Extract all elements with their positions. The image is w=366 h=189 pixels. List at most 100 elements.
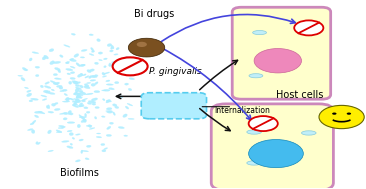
Ellipse shape	[45, 82, 49, 84]
Ellipse shape	[107, 108, 112, 110]
Ellipse shape	[59, 86, 63, 89]
Ellipse shape	[70, 77, 75, 79]
Ellipse shape	[126, 56, 130, 59]
Ellipse shape	[90, 80, 96, 81]
Ellipse shape	[86, 111, 90, 113]
Ellipse shape	[32, 52, 39, 54]
FancyBboxPatch shape	[141, 93, 206, 119]
Ellipse shape	[102, 76, 107, 77]
Ellipse shape	[104, 58, 107, 60]
Circle shape	[254, 49, 302, 73]
Ellipse shape	[95, 82, 98, 84]
Text: Internalization: Internalization	[214, 106, 270, 115]
Ellipse shape	[44, 90, 48, 93]
Ellipse shape	[74, 92, 77, 94]
Ellipse shape	[48, 150, 53, 152]
Ellipse shape	[79, 105, 84, 107]
Ellipse shape	[82, 98, 87, 101]
Ellipse shape	[77, 124, 81, 128]
Ellipse shape	[75, 87, 82, 90]
Ellipse shape	[40, 85, 44, 88]
Ellipse shape	[79, 115, 83, 118]
Ellipse shape	[74, 103, 76, 105]
Ellipse shape	[67, 130, 72, 132]
Ellipse shape	[75, 160, 81, 162]
Ellipse shape	[102, 90, 106, 91]
Ellipse shape	[118, 126, 124, 129]
Ellipse shape	[63, 118, 67, 120]
Ellipse shape	[61, 126, 66, 128]
Ellipse shape	[128, 118, 134, 119]
Ellipse shape	[76, 100, 81, 103]
Ellipse shape	[37, 142, 40, 145]
Ellipse shape	[92, 98, 98, 101]
Ellipse shape	[72, 81, 78, 82]
Ellipse shape	[38, 111, 45, 114]
Ellipse shape	[68, 81, 72, 84]
Ellipse shape	[72, 104, 78, 106]
Ellipse shape	[124, 83, 128, 85]
Ellipse shape	[54, 108, 60, 111]
Ellipse shape	[95, 107, 99, 108]
Ellipse shape	[64, 112, 68, 115]
Ellipse shape	[74, 54, 79, 57]
Ellipse shape	[70, 72, 75, 74]
Ellipse shape	[85, 158, 89, 160]
Ellipse shape	[104, 66, 106, 68]
Ellipse shape	[81, 150, 83, 153]
Ellipse shape	[80, 57, 85, 58]
Ellipse shape	[46, 105, 48, 108]
Ellipse shape	[31, 98, 38, 100]
Ellipse shape	[55, 78, 61, 80]
Ellipse shape	[74, 98, 80, 101]
Ellipse shape	[97, 133, 101, 134]
Ellipse shape	[109, 122, 113, 124]
Ellipse shape	[94, 91, 100, 93]
Ellipse shape	[88, 101, 96, 103]
Circle shape	[347, 112, 351, 115]
Ellipse shape	[86, 125, 92, 127]
Ellipse shape	[67, 122, 75, 123]
Ellipse shape	[45, 91, 50, 93]
Ellipse shape	[119, 66, 125, 68]
Ellipse shape	[76, 95, 79, 98]
Ellipse shape	[29, 58, 32, 61]
Ellipse shape	[78, 94, 83, 96]
Ellipse shape	[42, 99, 47, 101]
Ellipse shape	[104, 72, 109, 74]
Ellipse shape	[101, 143, 105, 146]
Ellipse shape	[74, 101, 80, 103]
Ellipse shape	[53, 83, 58, 85]
Ellipse shape	[106, 100, 111, 102]
Ellipse shape	[109, 88, 114, 90]
Text: Bi drugs: Bi drugs	[134, 9, 174, 19]
Ellipse shape	[115, 81, 119, 84]
Ellipse shape	[70, 59, 76, 62]
Ellipse shape	[104, 148, 108, 150]
Ellipse shape	[48, 130, 51, 134]
Ellipse shape	[59, 125, 64, 127]
Ellipse shape	[89, 75, 96, 78]
Ellipse shape	[101, 116, 105, 117]
Ellipse shape	[128, 72, 132, 74]
Ellipse shape	[76, 95, 81, 98]
Ellipse shape	[247, 161, 261, 165]
Ellipse shape	[66, 61, 70, 63]
Ellipse shape	[81, 64, 85, 66]
Ellipse shape	[65, 98, 71, 100]
Ellipse shape	[116, 47, 119, 50]
Ellipse shape	[72, 137, 75, 139]
Ellipse shape	[90, 69, 94, 71]
Ellipse shape	[119, 95, 123, 98]
Ellipse shape	[78, 90, 83, 92]
Ellipse shape	[55, 102, 58, 105]
Text: Host cells: Host cells	[276, 90, 324, 99]
Circle shape	[137, 42, 147, 47]
Ellipse shape	[107, 44, 112, 46]
Ellipse shape	[79, 139, 83, 141]
Ellipse shape	[70, 58, 74, 60]
Ellipse shape	[62, 101, 70, 102]
Ellipse shape	[27, 129, 33, 131]
Ellipse shape	[107, 111, 113, 113]
Ellipse shape	[76, 97, 83, 98]
